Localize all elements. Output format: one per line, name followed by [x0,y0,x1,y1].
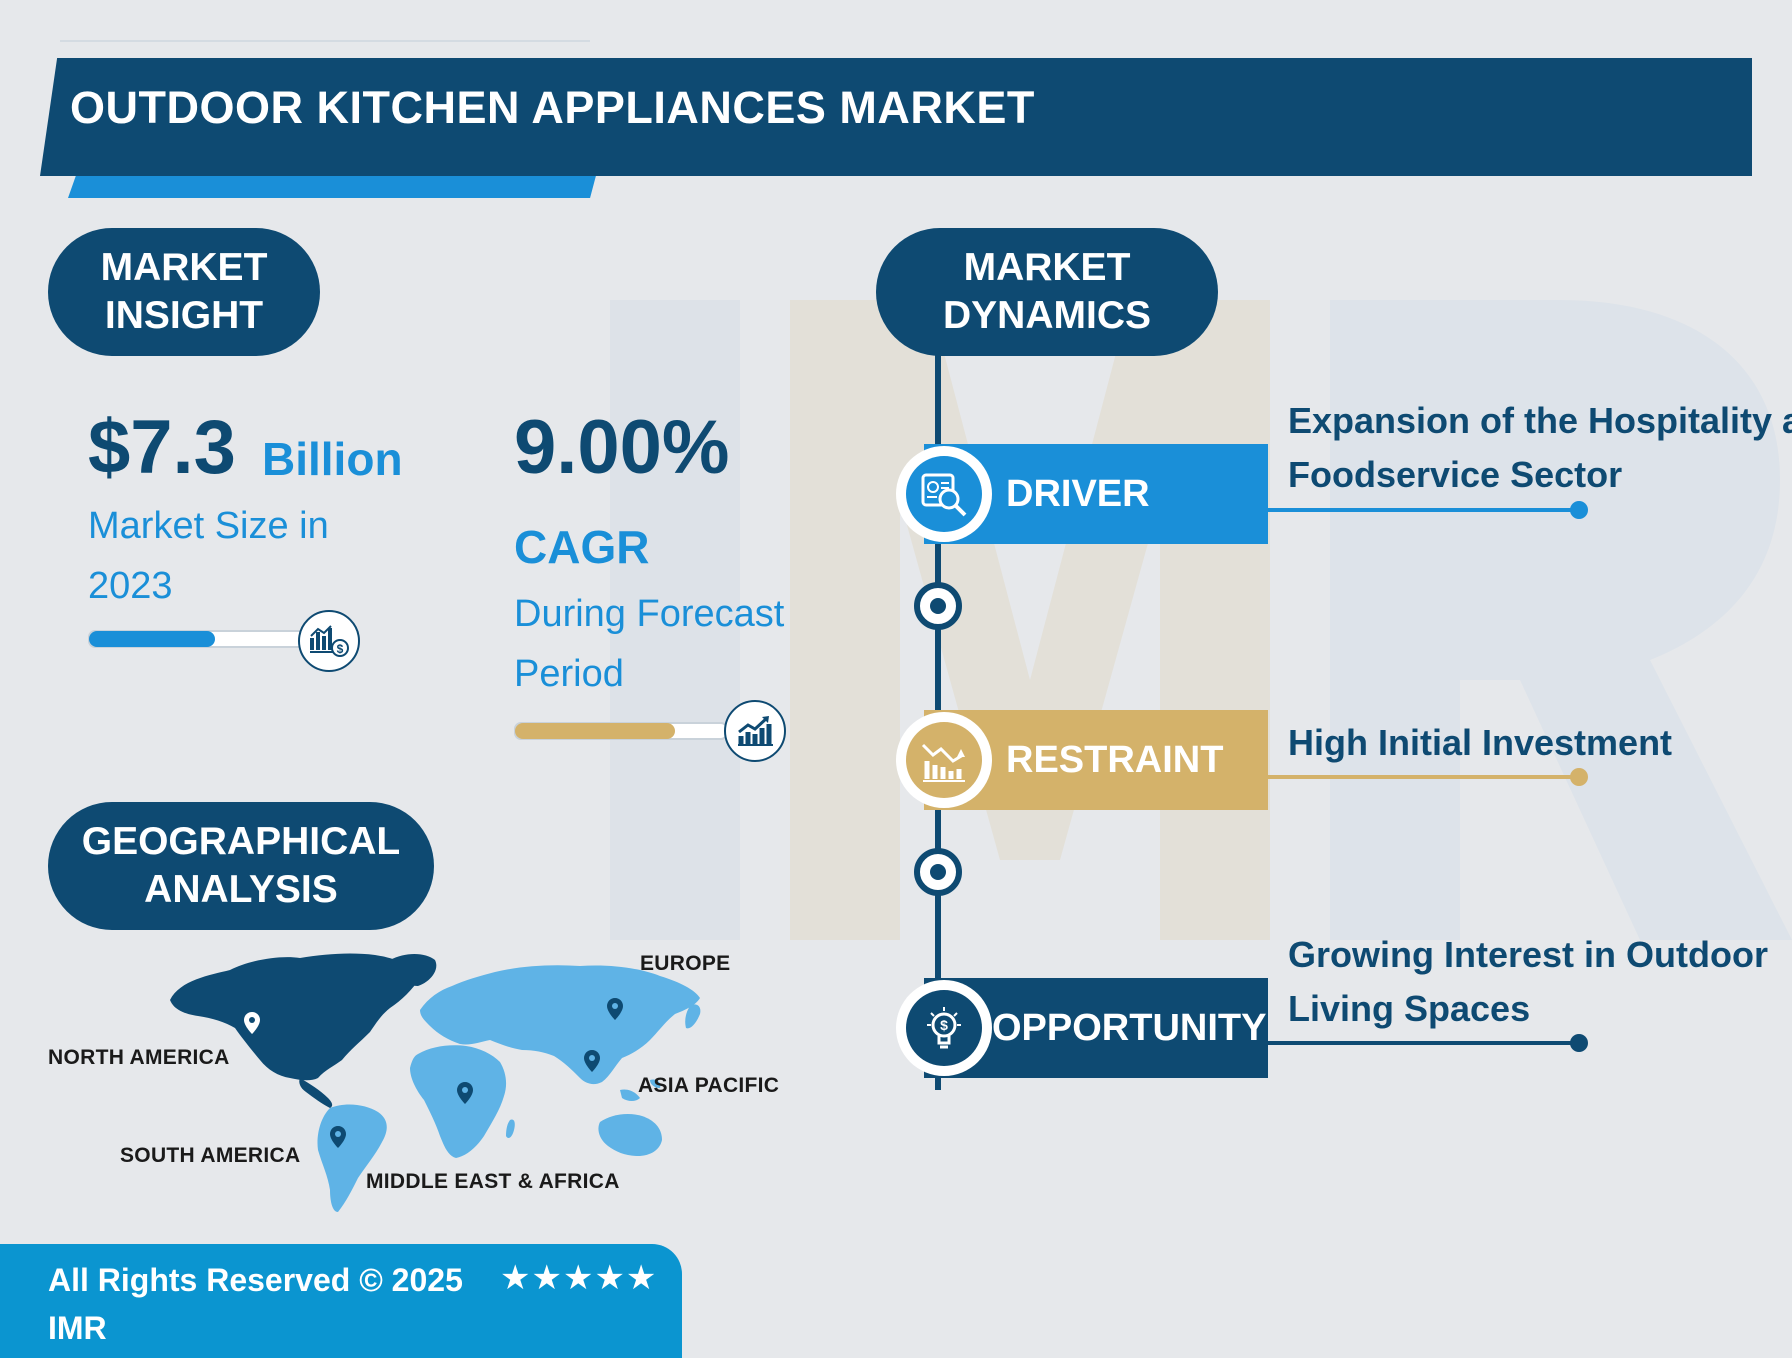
footer-brand: IMR [48,1310,107,1346]
rating-stars: ★★★★★ [500,1259,658,1297]
svg-text:$: $ [337,642,344,656]
timeline-node [914,848,962,896]
location-pin-icon [584,1050,600,1072]
market-dynamics-heading: MARKET DYNAMICS [876,228,1218,356]
market-size-label: Market Size in 2023 [88,505,329,607]
opportunity-label: OPPORTUNITY [992,1006,1267,1049]
footer-text: All Rights Reserved © 2025 IMR [48,1256,463,1352]
region-mea: MIDDLE EAST & AFRICA [366,1170,620,1193]
header-bar [40,58,1752,176]
declining-chart-icon [921,743,965,782]
central-america-shape [299,1078,333,1108]
driver-text-line2: Foodservice Sector [1288,454,1623,495]
market-dynamics-heading-line2: DYNAMICS [942,294,1151,337]
opportunity-text-line1: Growing Interest in Outdoor [1288,934,1768,975]
analytics-magnifier-icon [921,473,967,517]
australia-shape [598,1114,662,1156]
driver-text-line1: Expansion of the Hospitality a [1288,400,1792,441]
region-north-america: NORTH AMERICA [48,1046,230,1069]
cagr-value: 9.00% [514,405,730,490]
opportunity-text-line2: Living Spaces [1288,988,1531,1029]
location-pin-icon [330,1126,346,1148]
opportunity-icon-circle: $ [896,980,992,1076]
opportunity-connector [1268,1041,1578,1045]
bar-chart-dollar-icon: $ [310,625,349,657]
south-america-shape [317,1104,387,1212]
market-dynamics-heading-line1: MARKET [963,246,1131,289]
idea-bulb-dollar-icon: $ [927,1007,961,1049]
driver-icon-circle [896,446,992,542]
region-asia-pacific: ASIA PACIFIC [638,1074,780,1097]
region-south-america: SOUTH AMERICA [120,1144,301,1167]
madagascar-shape [506,1119,515,1138]
opportunity-text: Growing Interest in Outdoor Living Space… [1288,928,1768,1036]
restraint-icon-circle [896,712,992,808]
header-top-line [60,40,590,42]
driver-tag: DRIVER [924,444,1268,544]
location-pin-icon [607,998,623,1020]
cagr-progress [515,723,675,739]
growth-chart-icon [738,716,773,746]
market-insight-heading: MARKET INSIGHT [48,228,320,356]
driver-label: DRIVER [1006,472,1150,515]
geo-heading-line1: GEOGRAPHICAL [81,820,401,863]
eurasia-shape [420,965,700,1085]
africa-shape [410,1045,507,1158]
islands-shape [620,1079,661,1101]
restraint-connector [1268,775,1578,779]
market-insight-heading-line2: INSIGHT [104,294,264,337]
cagr-sublabel: During Forecast Period [514,593,785,695]
timeline-node [914,582,962,630]
market-size-unit: Billion [262,433,403,485]
cagr-knob [724,700,786,762]
restraint-text: High Initial Investment [1288,722,1673,763]
svg-text:$: $ [940,1017,948,1033]
footer-rights: All Rights Reserved © 2025 [48,1262,463,1298]
market-insight-heading-line1: MARKET [100,246,268,289]
driver-text: Expansion of the Hospitality a Foodservi… [1288,394,1792,502]
geo-analysis-heading: GEOGRAPHICAL ANALYSIS [48,802,434,930]
japan-shape [685,1004,701,1029]
location-pin-icon [457,1082,473,1104]
world-map [170,953,701,1212]
north-america-shape [170,953,420,1081]
market-size-knob: $ [298,610,360,672]
driver-connector [1268,508,1578,512]
greenland-shape [390,954,437,986]
market-size-value: $7.3 [88,405,236,490]
page-title: OUTDOOR KITCHEN APPLIANCES MARKET [70,82,1035,133]
opportunity-connector-dot [1570,1034,1588,1052]
footer-bar [0,1244,682,1358]
driver-connector-dot [1570,501,1588,519]
market-size-progress [89,631,216,647]
location-pin-icon [244,1012,260,1034]
geo-heading-line2: ANALYSIS [144,868,338,911]
region-europe: EUROPE [640,952,731,975]
restraint-label: RESTRAINT [1006,738,1224,781]
restraint-connector-dot [1570,768,1588,786]
cagr-label: CAGR [514,521,650,573]
